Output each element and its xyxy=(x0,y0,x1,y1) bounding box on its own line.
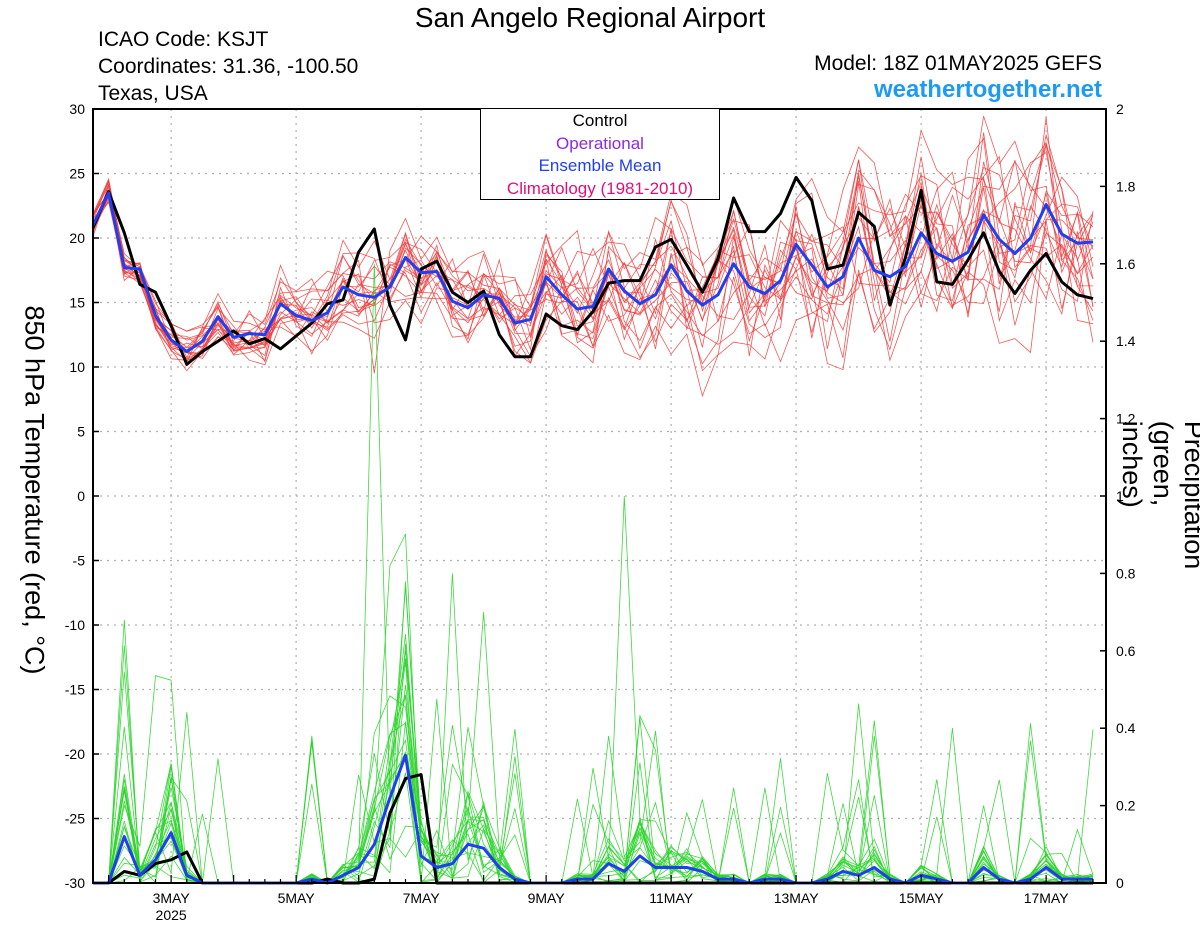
precip-member-line xyxy=(93,495,1094,884)
y-tick-label: -15 xyxy=(65,682,85,698)
y2-tick-label: 0.2 xyxy=(1116,798,1136,814)
legend-ensemble-mean: Ensemble Mean xyxy=(538,156,662,175)
temperature-member-line xyxy=(92,183,1094,351)
precip-member-line xyxy=(93,722,1094,884)
legend-control: Control xyxy=(572,111,628,130)
site-link[interactable]: weathertogether.net xyxy=(873,76,1102,103)
precip-member-line xyxy=(93,573,1094,885)
y2-tick-label: 1.4 xyxy=(1116,333,1136,349)
y-tick-label: -10 xyxy=(65,617,85,633)
x-tick-label: 15MAY xyxy=(899,890,945,906)
temperature-member-line xyxy=(92,173,1094,363)
chart-title: San Angelo Regional Airport xyxy=(414,2,766,33)
control-temperature-line xyxy=(91,175,1094,366)
right-axis-ticks: 2 1.8 1.6 1.4 1.2 1 0.8 0.6 0.4 0.2 0 xyxy=(1100,101,1136,891)
temperature-member-line xyxy=(92,117,1094,366)
y-tick-label: 5 xyxy=(77,424,85,440)
x-tick-sublabel: 2025 xyxy=(156,907,187,923)
y2-tick-label: 2 xyxy=(1116,101,1124,117)
precip-member-line xyxy=(93,696,1094,884)
precip-member-line xyxy=(93,263,1094,884)
y-tick-label: 10 xyxy=(69,359,85,375)
precip-member-line xyxy=(93,643,1094,884)
precip-ensemble-members xyxy=(93,263,1094,885)
y-tick-label: -20 xyxy=(65,746,85,762)
legend: Control Operational Ensemble Mean Climat… xyxy=(480,108,720,200)
temperature-member-line xyxy=(92,151,1094,372)
y2-tick-label: 0.4 xyxy=(1116,720,1136,736)
temperature-member-line xyxy=(92,166,1094,364)
y2-tick-label: 1.6 xyxy=(1116,256,1136,272)
y2-tick-label: 1.8 xyxy=(1116,178,1136,194)
control-precip-line xyxy=(93,773,1093,885)
left-axis-ticks: 30 25 20 15 10 5 0 -5 -10 -15 -20 -25 -30 xyxy=(65,101,99,891)
y-tick-label: 15 xyxy=(69,295,85,311)
temperature-member-line xyxy=(92,129,1094,354)
y-tick-label: 25 xyxy=(69,166,85,182)
y2-tick-label: 0.8 xyxy=(1116,565,1136,581)
x-tick-label: 3MAY xyxy=(153,890,191,906)
region: Texas, USA xyxy=(98,82,208,105)
y2-tick-label: 1.2 xyxy=(1116,411,1136,427)
x-tick-label: 5MAY xyxy=(278,890,316,906)
temperature-member-line xyxy=(92,141,1094,364)
y2-tick-label: 0.6 xyxy=(1116,643,1136,659)
precip-member-line xyxy=(93,612,1094,884)
x-tick-label: 13MAY xyxy=(774,890,820,906)
precip-member-line xyxy=(93,684,1094,884)
precip-member-line xyxy=(93,645,1094,884)
y-tick-label: 20 xyxy=(69,230,85,246)
gridlines xyxy=(93,109,1106,883)
y-axis-label: 850 hPa Temperature (red, °C) xyxy=(19,305,50,675)
y-tick-label: -30 xyxy=(65,875,85,891)
y-tick-label: -25 xyxy=(65,811,85,827)
legend-operational: Operational xyxy=(556,133,644,153)
precip-member-line xyxy=(93,730,1094,884)
x-tick-label: 11MAY xyxy=(649,890,693,906)
precip-member-line xyxy=(93,650,1094,884)
y-tick-label: -5 xyxy=(73,553,86,569)
precip-member-line xyxy=(93,533,1094,884)
precip-member-line xyxy=(93,712,1094,884)
precip-member-line xyxy=(93,671,1094,884)
y-tick-label: 30 xyxy=(69,101,85,117)
y-tick-label: 0 xyxy=(77,488,85,504)
icao-code: ICAO Code: KSJT xyxy=(98,28,269,51)
x-tick-label: 7MAY xyxy=(403,890,441,906)
coordinates: Coordinates: 31.36, -100.50 xyxy=(98,55,359,78)
precip-member-line xyxy=(93,694,1094,884)
model-run: Model: 18Z 01MAY2025 GEFS xyxy=(814,52,1102,75)
x-tick-label: 9MAY xyxy=(528,890,566,906)
precip-member-line xyxy=(93,775,1094,884)
x-tick-label: 17MAY xyxy=(1024,890,1070,906)
y2-tick-label: 1 xyxy=(1116,488,1124,504)
temperature-member-line xyxy=(92,143,1094,361)
temperature-member-line xyxy=(92,180,1094,359)
legend-climatology: Climatology (1981-2010) xyxy=(506,178,694,198)
y2-tick-label: 0 xyxy=(1116,875,1124,891)
main-series-lines xyxy=(91,175,1094,885)
ensemble-mean-temperature-line xyxy=(91,191,1094,353)
y2-axis-label: 6-hour Precipitation (green, inches) xyxy=(1117,420,1200,570)
